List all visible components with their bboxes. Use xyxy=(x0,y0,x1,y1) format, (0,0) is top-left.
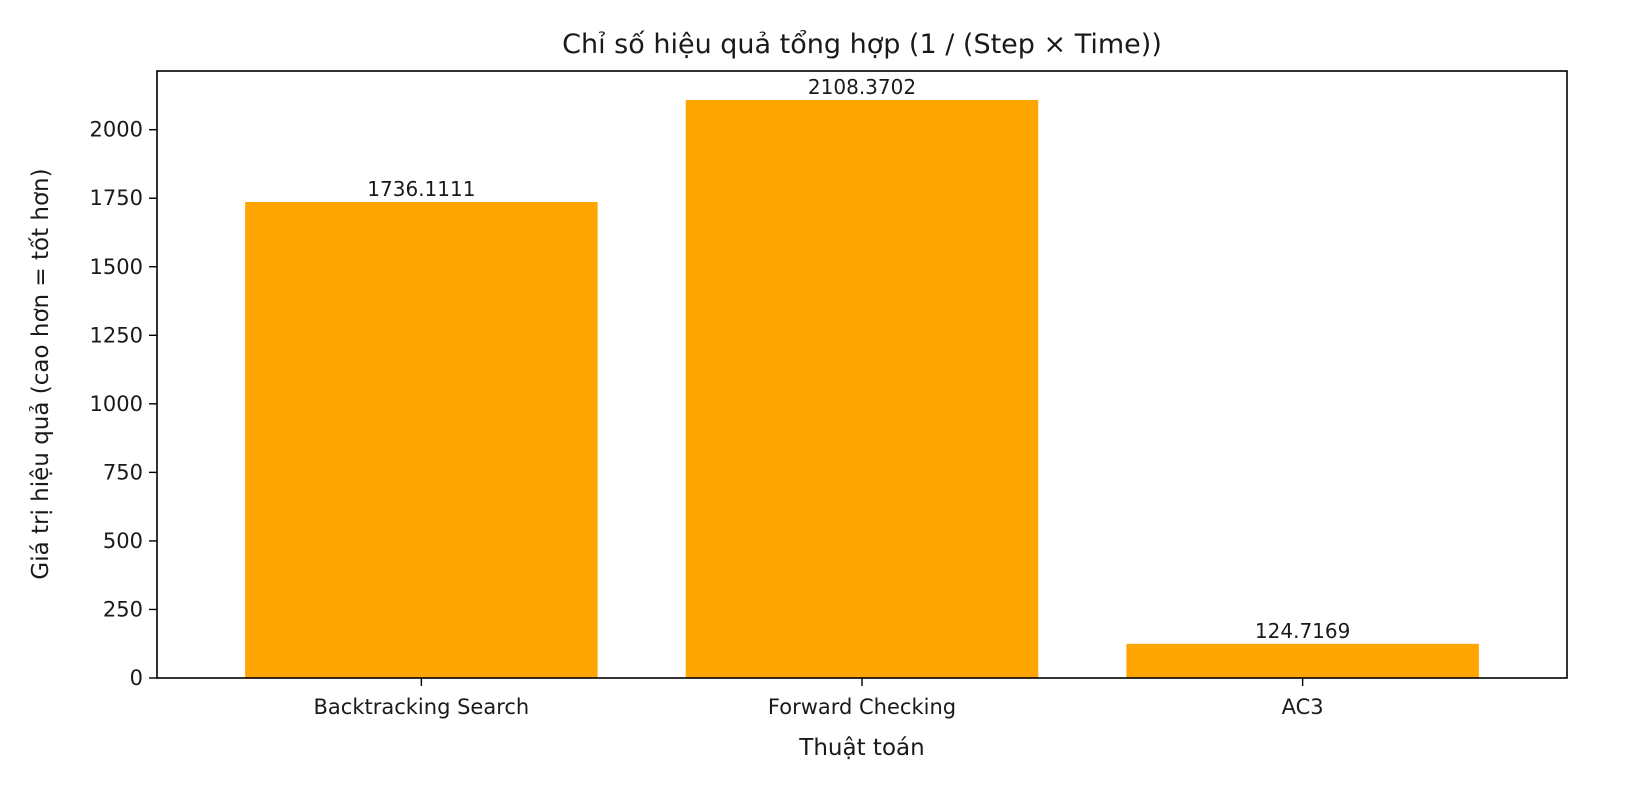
x-tick-label: AC3 xyxy=(1282,695,1324,719)
y-tick-label: 1750 xyxy=(90,186,143,210)
y-axis-label: Giá trị hiệu quả (cao hơn = tốt hơn) xyxy=(28,168,54,579)
chart-title: Chỉ số hiệu quả tổng hợp (1 / (Step × Ti… xyxy=(562,29,1162,60)
y-tick-label: 250 xyxy=(103,597,143,621)
bar-value-label: 124.7169 xyxy=(1255,619,1350,643)
bar-backtracking-search xyxy=(245,202,598,678)
x-tick-label: Forward Checking xyxy=(768,695,956,719)
y-tick-label: 750 xyxy=(103,460,143,484)
bar-forward-checking xyxy=(685,99,1039,678)
bar-value-label: 1736.1111 xyxy=(367,177,475,201)
y-tick-label: 0 xyxy=(130,666,143,690)
plot-area: 1736.1111 2108.3702 124.7169 xyxy=(245,75,1479,678)
x-axis-label: Thuật toán xyxy=(798,735,924,761)
bar-value-label: 2108.3702 xyxy=(808,75,916,99)
y-tick-label: 500 xyxy=(103,529,143,553)
y-tick-label: 1000 xyxy=(90,392,143,416)
y-axis: 0 250 500 750 1000 1250 1500 1750 2000 xyxy=(90,118,157,690)
x-tick-label: Backtracking Search xyxy=(314,695,530,719)
x-axis: Backtracking Search Forward Checking AC3 xyxy=(314,678,1324,719)
y-tick-label: 2000 xyxy=(90,118,143,142)
y-tick-label: 1250 xyxy=(90,323,143,347)
y-tick-label: 1500 xyxy=(90,255,143,279)
bar-ac3 xyxy=(1126,643,1479,678)
